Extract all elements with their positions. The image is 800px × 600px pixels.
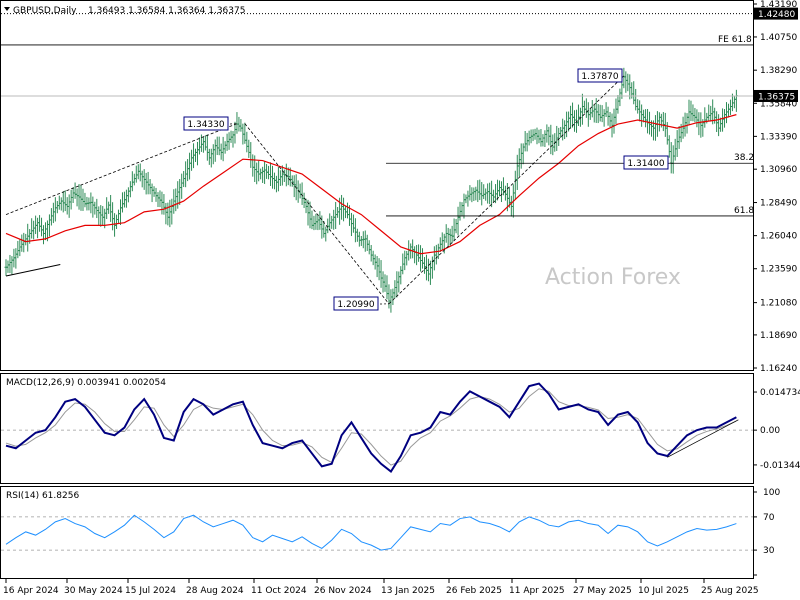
ma-line	[5, 114, 737, 255]
y-tick-label: 1.23590	[760, 265, 797, 275]
rsi-panel	[0, 486, 754, 579]
macd-header: MACD(12,26,9) 0.003941 0.002054	[6, 378, 166, 388]
x-tick-label: 11 Apr 2025	[509, 586, 565, 596]
rsi-line	[5, 514, 737, 551]
price-tag: 1.37870	[577, 68, 625, 83]
tag-text: 1.34330	[187, 120, 224, 130]
price-tag: 1.31400	[623, 155, 672, 170]
y-tick-label: 1.16240	[760, 364, 797, 374]
y-tick-label: 1.38290	[760, 66, 797, 76]
wave-line	[5, 123, 238, 215]
y-tick-label: 1.35840	[760, 99, 797, 109]
tag-box	[623, 155, 669, 170]
rsi-tick-label: 100	[763, 488, 780, 498]
tag-text: 1.37870	[581, 72, 618, 82]
axis-price-label: 1.36375	[754, 89, 798, 102]
x-tick-label: 30 May 2024	[64, 586, 123, 596]
x-tick-label: 26 Feb 2025	[446, 586, 502, 596]
y-tick-label: 1.28490	[760, 199, 797, 209]
symbol-label: GBPUSD,Daily	[13, 6, 77, 16]
macd-panel	[0, 373, 754, 484]
tag-text: 1.31400	[627, 159, 664, 169]
price-series	[4, 67, 738, 313]
price-tag: 1.34330	[183, 116, 237, 131]
macd-trendline	[667, 419, 739, 458]
dropdown-triangle-icon[interactable]	[4, 7, 10, 11]
y-tick-label: 1.40750	[760, 33, 797, 43]
x-tick-label: 25 Aug 2025	[701, 586, 759, 596]
y-tick-label: 1.43190	[760, 0, 797, 10]
y-tick-label: 1.18690	[760, 331, 797, 341]
axis-price-label-bg	[754, 89, 798, 102]
fib-level-text: 61.8	[734, 206, 754, 216]
x-tick-label: 16 Apr 2024	[3, 586, 59, 596]
macd-tick-label: 0.014734	[760, 388, 800, 398]
axis-price-label-bg	[754, 7, 798, 20]
rsi-header: RSI(14) 61.8256	[6, 491, 79, 501]
fib-level-text: 38.2	[734, 153, 754, 163]
axis-price-label: 1.42480	[754, 7, 798, 20]
fe-level-text: FE 61.8	[718, 35, 752, 45]
tag-box	[183, 116, 229, 131]
tag-text: 1.20990	[337, 300, 374, 310]
rsi-tick-label: 70	[763, 513, 775, 523]
x-tick-label: 13 Jan 2025	[381, 586, 435, 596]
wave-line	[244, 123, 390, 305]
x-tick-label: 11 Oct 2024	[251, 586, 307, 596]
moving-average	[5, 114, 737, 255]
macd-tick-label: -0.013442	[760, 461, 800, 471]
time-x-axis: 16 Apr 2024 30 May 2024 15 Jul 2024 28 Aug …	[3, 579, 759, 596]
support-line	[5, 264, 61, 277]
price-tag: 1.20990	[333, 296, 389, 311]
y-tick-label: 1.30960	[760, 165, 797, 175]
ohlc-label: 1.36493 1.36584 1.36364 1.36375	[88, 6, 245, 16]
axis-price-label-text: 1.36375	[758, 92, 795, 102]
x-tick-label: 15 Jul 2024	[125, 586, 176, 596]
x-tick-label: 28 Aug 2024	[186, 586, 244, 596]
macd-series: 0.014734 0.00 -0.013442	[1, 382, 800, 474]
y-tick-label: 1.21080	[760, 299, 797, 309]
macd-main-line	[5, 382, 737, 474]
x-tick-label: 27 May 2025	[573, 586, 632, 596]
rsi-tick-label: 30	[763, 546, 775, 556]
y-tick-label: 1.33390	[760, 132, 797, 142]
price-panel	[0, 0, 754, 371]
y-tick-label: 1.26040	[760, 232, 797, 242]
x-tick-label: 26 Nov 2024	[314, 586, 372, 596]
wave-line	[388, 75, 625, 305]
rsi-series: 100 70 30	[1, 488, 780, 576]
tag-box	[333, 296, 379, 311]
price-y-axis: 1.43190 1.40750 1.38290 1.35840 1.33390 1.309…	[753, 0, 797, 374]
x-tick-label: 10 Jul 2025	[638, 586, 689, 596]
axis-price-label-text: 1.42480	[758, 10, 795, 20]
drawing-tools: FE 61.8 38.2 61.8 1.34330 1.20990 1.37870 1.31…	[1, 7, 798, 311]
tag-box	[577, 68, 623, 83]
macd-tick-label: 0.00	[760, 426, 780, 436]
watermark: Action Forex	[545, 265, 681, 290]
